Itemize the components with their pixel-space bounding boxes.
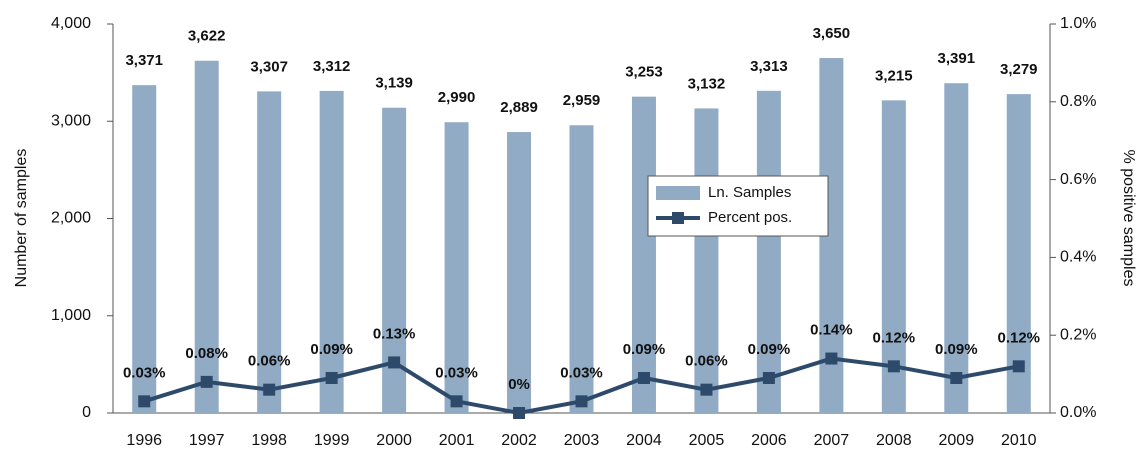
y2-axis-label: % positive samples [1120, 150, 1137, 287]
bar [257, 91, 282, 413]
line-marker [887, 360, 900, 373]
bar-value-label: 3,253 [625, 64, 663, 81]
line-value-label: 0.13% [373, 325, 416, 342]
x-tick-label: 2010 [1001, 432, 1037, 449]
legend-swatch [656, 186, 700, 200]
bar-value-label: 3,139 [375, 75, 413, 92]
bar [756, 90, 781, 413]
x-tick-label: 1996 [126, 432, 162, 449]
legend-swatch [672, 212, 684, 224]
bar-value-label: 3,650 [813, 25, 851, 42]
bar [319, 90, 344, 414]
line-marker [762, 371, 775, 384]
line-marker [200, 375, 213, 388]
bar-value-label: 2,889 [500, 99, 538, 116]
bar-value-label: 3,371 [125, 52, 163, 69]
line-marker [138, 395, 151, 408]
x-tick-label: 2002 [501, 432, 537, 449]
bar-value-label: 3,313 [750, 58, 788, 75]
bar [194, 60, 219, 414]
y2-tick-label: 0.8% [1060, 93, 1096, 110]
x-tick-label: 2007 [814, 432, 850, 449]
y-axis-label: Number of samples [13, 149, 30, 288]
bar-value-label: 3,215 [875, 67, 913, 84]
y-tick-label: 3,000 [51, 112, 91, 129]
line-marker [700, 383, 713, 396]
bar [132, 85, 157, 413]
line-marker [263, 383, 276, 396]
x-tick-label: 1997 [189, 432, 225, 449]
x-tick-label: 2005 [689, 432, 725, 449]
y-tick-label: 2,000 [51, 210, 91, 227]
line-value-label: 0.06% [685, 353, 728, 370]
line-value-label: 0.03% [560, 364, 603, 381]
x-tick-label: 2001 [439, 432, 475, 449]
bar [1006, 94, 1031, 413]
line-marker [513, 407, 526, 419]
line-value-label: 0.09% [748, 341, 791, 358]
line-value-label: 0.08% [185, 345, 228, 362]
x-tick-label: 2000 [376, 432, 412, 449]
bar-value-label: 3,279 [1000, 61, 1038, 78]
y-tick-label: 0 [82, 404, 91, 421]
bar [569, 125, 594, 414]
y2-tick-label: 0.6% [1060, 171, 1096, 188]
legend-label: Ln. Samples [708, 184, 791, 201]
line-value-label: 0.09% [310, 341, 353, 358]
x-tick-label: 2006 [751, 432, 787, 449]
line-value-label: 0.03% [435, 364, 478, 381]
y-tick-label: 1,000 [51, 307, 91, 324]
bar-value-label: 3,307 [250, 58, 288, 75]
legend-label: Percent pos. [708, 209, 792, 226]
y-tick-label: 4,000 [51, 15, 91, 32]
bar-value-label: 2,990 [438, 89, 476, 106]
bar-value-label: 2,959 [563, 92, 601, 109]
line-marker [1012, 360, 1025, 373]
line-marker [950, 371, 963, 384]
line-marker [325, 371, 338, 384]
y2-tick-label: 0.4% [1060, 249, 1096, 266]
bar [944, 83, 969, 413]
x-tick-label: 2009 [939, 432, 975, 449]
line-value-label: 0.12% [997, 329, 1040, 346]
line-value-label: 0.06% [248, 353, 291, 370]
bar-value-label: 3,132 [688, 75, 726, 92]
x-tick-label: 2004 [626, 432, 662, 449]
y2-tick-label: 0.2% [1060, 326, 1096, 343]
x-tick-label: 2003 [564, 432, 600, 449]
bar [694, 108, 719, 414]
y2-tick-label: 1.0% [1060, 15, 1096, 32]
bar-value-label: 3,391 [938, 50, 976, 67]
line-marker [825, 352, 838, 365]
x-tick-label: 1998 [251, 432, 287, 449]
line-marker [637, 371, 650, 384]
bar [631, 96, 656, 413]
x-tick-label: 2008 [876, 432, 912, 449]
x-tick-label: 1999 [314, 432, 350, 449]
line-value-label: 0% [508, 376, 530, 393]
bar [507, 132, 532, 414]
bar-value-label: 3,622 [188, 28, 226, 45]
y2-tick-label: 0.0% [1060, 404, 1096, 421]
line-value-label: 0.12% [873, 329, 916, 346]
line-value-label: 0.03% [123, 364, 166, 381]
line-marker [575, 395, 588, 408]
line-value-label: 0.09% [935, 341, 978, 358]
bar [444, 122, 469, 413]
line-value-label: 0.14% [810, 322, 853, 339]
bar-value-label: 3,312 [313, 58, 351, 75]
line-value-label: 0.09% [623, 341, 666, 358]
line-marker [450, 395, 463, 408]
line-marker [388, 356, 401, 369]
